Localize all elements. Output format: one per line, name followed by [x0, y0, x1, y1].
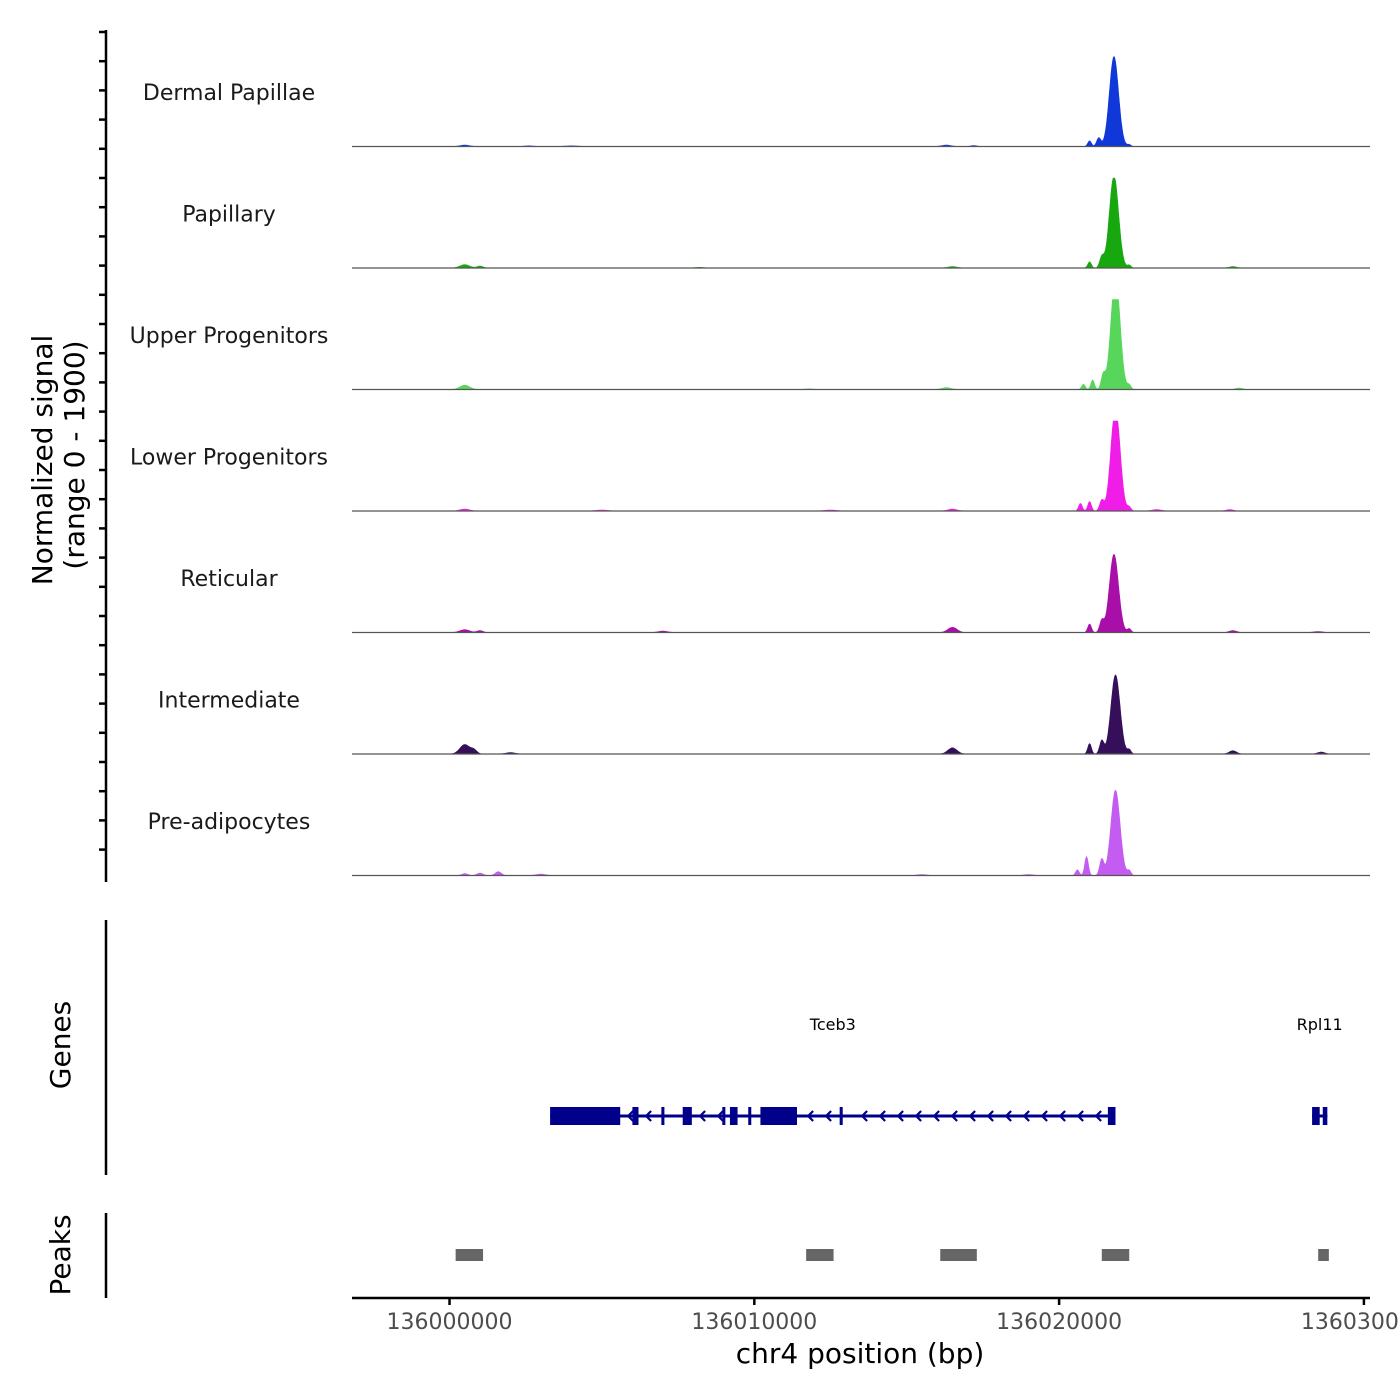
strand-arrow	[878, 1110, 886, 1122]
strand-arrow	[1094, 1110, 1102, 1122]
coverage-track-dermal-papillae: Dermal Papillae	[143, 55, 1370, 148]
x-tick-label: 136030000	[1301, 1310, 1400, 1335]
coverage-signal	[352, 674, 1370, 755]
strand-arrow	[824, 1110, 832, 1122]
strand-arrow	[1058, 1110, 1066, 1122]
y-axis-title: Normalized signal	[26, 335, 59, 586]
genes-track-title: Genes	[44, 1001, 77, 1089]
peak-region	[940, 1249, 977, 1261]
gene-exon	[661, 1107, 665, 1125]
peaks-track	[455, 1249, 1329, 1261]
y-axis-subtitle: (range 0 - 1900)	[58, 340, 91, 569]
gene-name-label: Tceb3	[809, 1015, 856, 1034]
gene-exon	[722, 1107, 726, 1125]
coverage-signal	[352, 55, 1370, 147]
coverage-signal	[352, 420, 1370, 512]
gene-exon	[550, 1107, 621, 1125]
coverage-signal	[352, 789, 1370, 876]
track-label: Upper Progenitors	[130, 324, 329, 349]
strand-arrow	[932, 1110, 940, 1122]
track-label: Lower Progenitors	[130, 446, 328, 471]
strand-arrow	[968, 1110, 976, 1122]
gene-exon	[1312, 1107, 1320, 1125]
track-label: Reticular	[180, 567, 278, 592]
strand-arrow	[1076, 1110, 1084, 1122]
x-tick-label: 136020000	[996, 1310, 1122, 1335]
gene-tceb3: Tceb3	[550, 1015, 1116, 1125]
peak-region	[806, 1249, 834, 1261]
coverage-track-reticular: Reticular	[180, 553, 1370, 634]
coverage-track-lower-progenitors: Lower Progenitors	[130, 420, 1370, 512]
gene-exon	[760, 1107, 797, 1125]
peak-region	[1318, 1249, 1329, 1261]
coverage-track-pre-adipocytes: Pre-adipocytes	[148, 789, 1370, 877]
coverage-signal	[352, 299, 1370, 390]
strand-arrow	[950, 1110, 958, 1122]
gene-exon	[748, 1107, 752, 1125]
gene-exon	[632, 1107, 639, 1125]
coverage-tracks: Dermal Papillae Papillary Upper Progenitor…	[130, 55, 1370, 877]
strand-arrow	[644, 1110, 652, 1122]
peak-region	[1101, 1249, 1130, 1261]
strand-arrow	[806, 1110, 814, 1122]
strand-arrow	[1022, 1110, 1030, 1122]
x-axis-title: chr4 position (bp)	[736, 1337, 985, 1370]
x-axis-ticks: 136000000 136010000 136020000 136030000	[387, 1298, 1400, 1335]
strand-arrow	[914, 1110, 922, 1122]
coverage-signal	[352, 553, 1370, 633]
gene-exon	[839, 1107, 843, 1125]
strand-arrow	[1004, 1110, 1012, 1122]
peak-region	[455, 1249, 484, 1261]
coverage-track-intermediate: Intermediate	[158, 674, 1370, 755]
track-label: Pre-adipocytes	[148, 810, 311, 835]
strand-arrow	[698, 1110, 706, 1122]
gene-name-label: Rpl11	[1297, 1015, 1343, 1034]
track-label: Intermediate	[158, 689, 300, 714]
gene-exon	[1107, 1107, 1116, 1125]
coverage-track-papillary: Papillary	[182, 177, 1370, 269]
strand-arrow	[860, 1110, 868, 1122]
track-label: Dermal Papillae	[143, 81, 315, 106]
strand-arrow	[1040, 1110, 1048, 1122]
x-tick-label: 136000000	[387, 1310, 513, 1335]
gene-rpl11: Rpl11	[1297, 1015, 1343, 1125]
gene-exon	[682, 1107, 692, 1125]
gene-exon	[1322, 1107, 1328, 1125]
strand-arrow	[896, 1110, 904, 1122]
gene-exon	[729, 1107, 738, 1125]
coverage-y-ticks	[99, 30, 106, 851]
strand-arrow	[716, 1110, 724, 1122]
x-tick-label: 136010000	[691, 1310, 817, 1335]
genes-track: Tceb3 Rpl11	[550, 1015, 1343, 1125]
track-label: Papillary	[182, 203, 276, 228]
coverage-signal	[352, 177, 1370, 269]
peaks-track-title: Peaks	[44, 1214, 77, 1295]
strand-arrow	[986, 1110, 994, 1122]
strand-arrow	[626, 1110, 634, 1122]
coverage-track-upper-progenitors: Upper Progenitors	[130, 299, 1370, 391]
